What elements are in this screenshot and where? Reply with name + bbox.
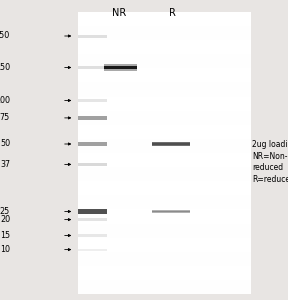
Bar [78, 218, 107, 221]
Bar [78, 139, 251, 153]
Bar [78, 195, 251, 209]
Bar [78, 125, 251, 139]
Text: 150: 150 [0, 63, 10, 72]
Text: 100: 100 [0, 96, 10, 105]
Bar [78, 12, 251, 294]
Bar [78, 116, 107, 120]
Bar [78, 82, 251, 97]
Bar [78, 111, 251, 125]
Bar [104, 64, 137, 71]
Bar [78, 280, 251, 294]
Bar [104, 66, 137, 68]
Bar [78, 66, 107, 69]
Bar [78, 142, 107, 146]
Bar [152, 210, 190, 213]
Bar [78, 224, 251, 238]
Text: 37: 37 [0, 160, 10, 169]
Bar [78, 97, 251, 111]
Bar [152, 143, 190, 145]
Text: 10: 10 [0, 245, 10, 254]
Bar [78, 99, 107, 102]
Bar [152, 142, 190, 146]
Bar [78, 181, 251, 195]
Text: 15: 15 [0, 231, 10, 240]
Bar [78, 238, 251, 252]
Bar [78, 167, 251, 181]
Bar [78, 266, 251, 280]
Text: 250: 250 [0, 32, 10, 40]
Bar [78, 68, 251, 83]
Text: 20: 20 [0, 215, 10, 224]
Bar [78, 252, 251, 266]
Text: 25: 25 [0, 207, 10, 216]
Bar [78, 40, 251, 54]
Bar [78, 235, 107, 236]
Bar [78, 209, 107, 214]
Bar [78, 34, 107, 38]
Bar [78, 209, 251, 224]
Text: R: R [169, 8, 176, 17]
Bar [78, 163, 107, 166]
Text: NR: NR [112, 8, 127, 17]
Text: 50: 50 [0, 140, 10, 148]
Text: 75: 75 [0, 113, 10, 122]
Bar [78, 249, 107, 250]
Bar [78, 54, 251, 68]
Bar [78, 12, 251, 26]
Bar [78, 153, 251, 167]
Bar [78, 26, 251, 40]
Text: 2ug loading
NR=Non-
reduced
R=reduced: 2ug loading NR=Non- reduced R=reduced [252, 140, 288, 184]
Bar [152, 211, 190, 212]
